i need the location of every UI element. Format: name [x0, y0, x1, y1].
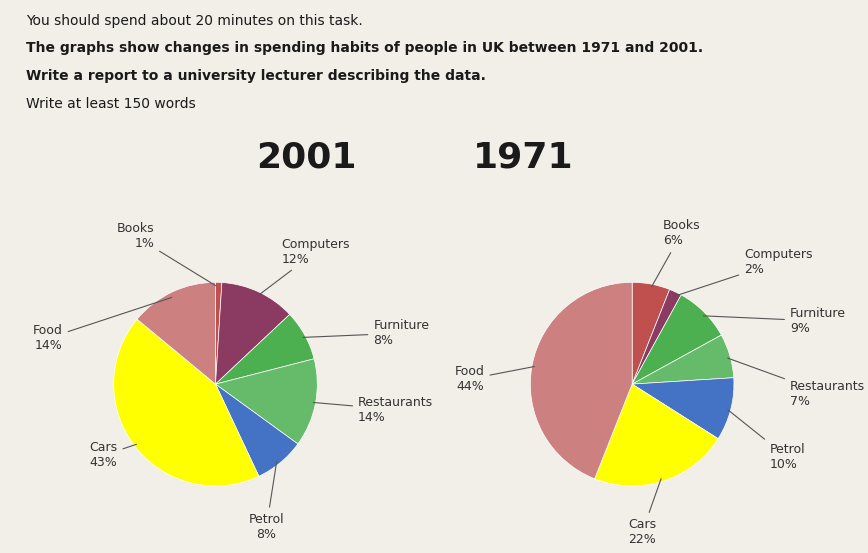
Wedge shape — [215, 384, 298, 476]
Wedge shape — [632, 282, 669, 384]
Wedge shape — [215, 283, 290, 384]
Text: The graphs show changes in spending habits of people in UK between 1971 and 2001: The graphs show changes in spending habi… — [26, 41, 703, 55]
Text: Petrol
10%: Petrol 10% — [728, 410, 806, 471]
Text: Cars
22%: Cars 22% — [628, 479, 661, 546]
Text: Write a report to a university lecturer describing the data.: Write a report to a university lecturer … — [26, 69, 486, 83]
Wedge shape — [632, 289, 681, 384]
Text: Computers
12%: Computers 12% — [259, 238, 350, 295]
Text: You should spend about 20 minutes on this task.: You should spend about 20 minutes on thi… — [26, 14, 363, 28]
Wedge shape — [114, 319, 259, 486]
Text: Books
6%: Books 6% — [652, 220, 700, 286]
Text: Food
44%: Food 44% — [455, 365, 535, 393]
Wedge shape — [137, 282, 215, 384]
Wedge shape — [215, 282, 222, 384]
Wedge shape — [215, 315, 314, 384]
Text: Restaurants
7%: Restaurants 7% — [727, 358, 865, 408]
Wedge shape — [632, 378, 734, 439]
Wedge shape — [215, 359, 318, 444]
Text: Furniture
8%: Furniture 8% — [303, 319, 430, 347]
Text: Furniture
9%: Furniture 9% — [703, 307, 846, 335]
Text: Cars
43%: Cars 43% — [89, 441, 136, 469]
Text: Computers
2%: Computers 2% — [676, 248, 812, 296]
Text: Food
14%: Food 14% — [33, 298, 172, 352]
Text: 1971: 1971 — [473, 140, 574, 175]
Text: 2001: 2001 — [256, 140, 357, 175]
Wedge shape — [632, 335, 733, 384]
Text: Write at least 150 words: Write at least 150 words — [26, 97, 196, 111]
Wedge shape — [530, 282, 632, 479]
Wedge shape — [632, 295, 721, 384]
Text: Books
1%: Books 1% — [117, 222, 216, 286]
Text: Restaurants
14%: Restaurants 14% — [313, 395, 433, 424]
Wedge shape — [595, 384, 718, 486]
Text: Petrol
8%: Petrol 8% — [248, 461, 284, 541]
